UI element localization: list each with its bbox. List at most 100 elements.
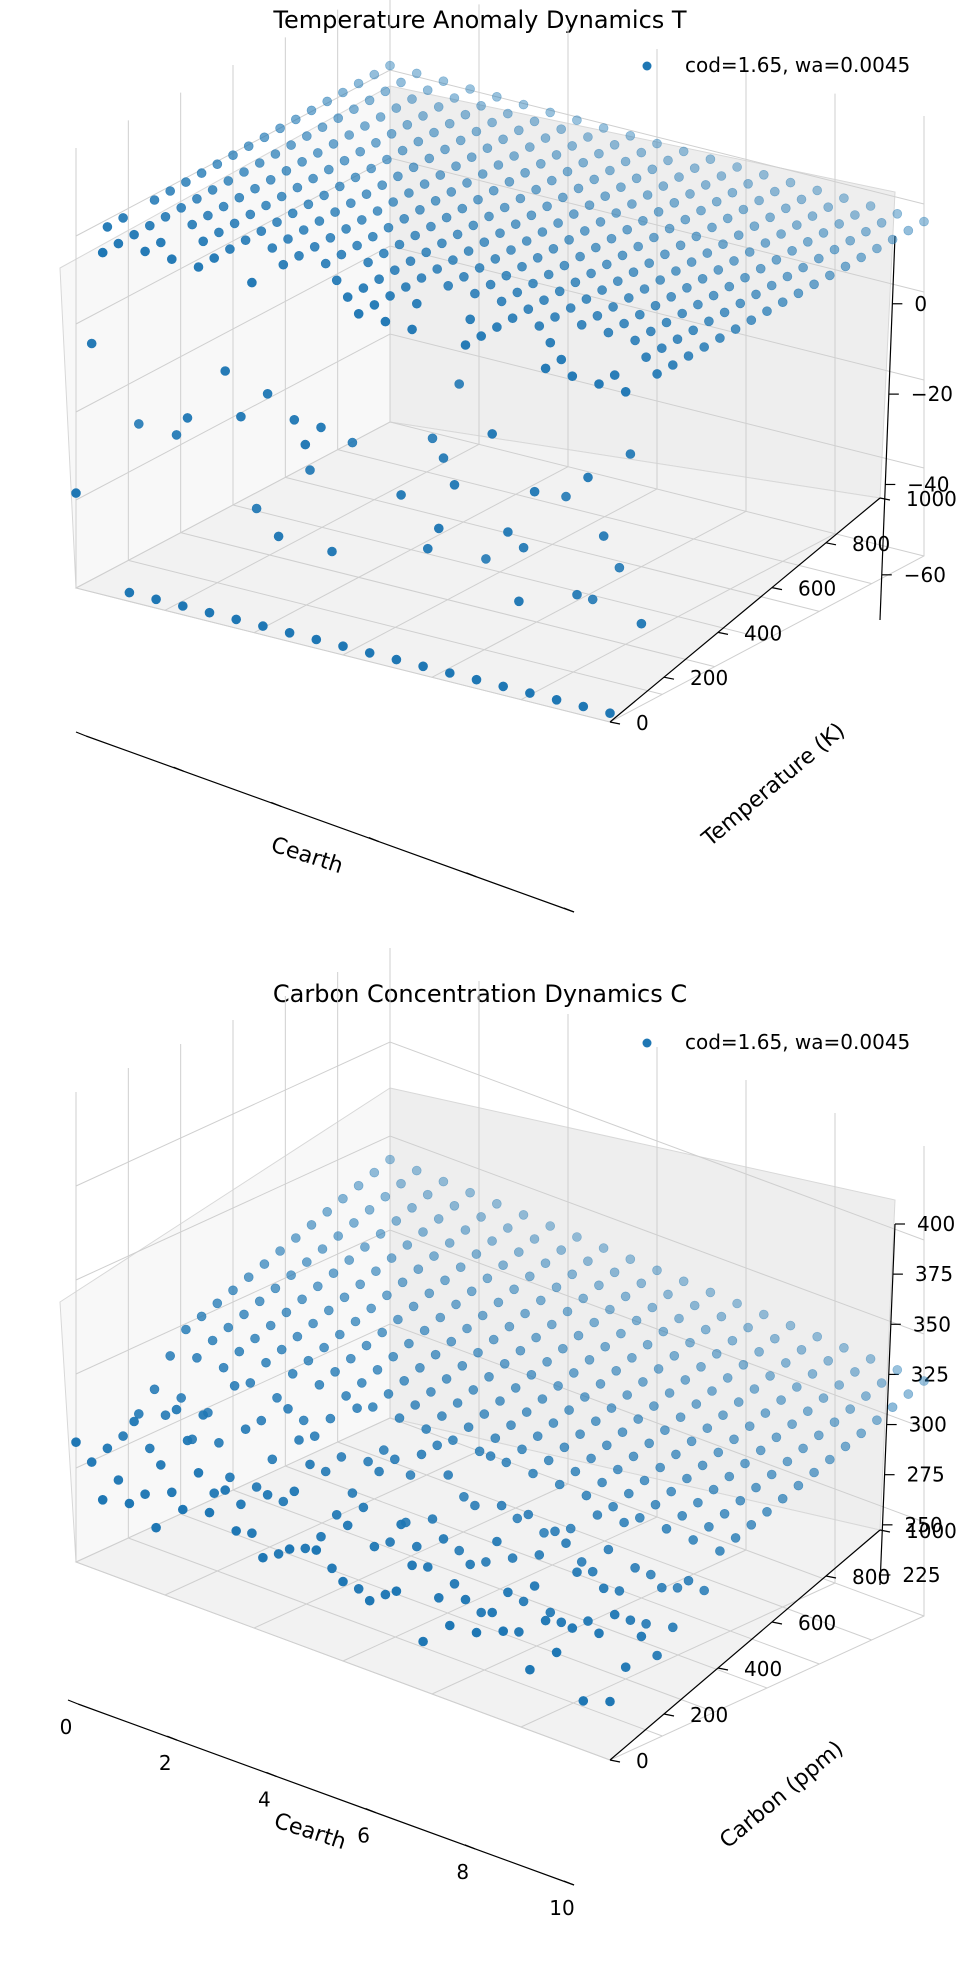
data-point <box>724 1471 735 1482</box>
data-point <box>605 708 615 719</box>
data-point <box>493 160 504 170</box>
data-point <box>617 1427 628 1437</box>
data-point <box>407 1203 417 1213</box>
data-point <box>578 1293 589 1304</box>
data-point <box>247 1528 257 1538</box>
data-point <box>627 1353 637 1363</box>
data-point <box>765 1371 775 1381</box>
data-point <box>598 1243 609 1253</box>
data-point <box>834 1380 845 1390</box>
y-ticks: 0 200 400 600 800 1000 <box>609 487 957 735</box>
data-point <box>740 272 750 283</box>
data-point <box>722 213 733 224</box>
x-tick-label: 8 <box>456 1860 469 1884</box>
data-point <box>118 213 128 223</box>
data-point <box>331 1510 342 1520</box>
data-point <box>785 177 796 188</box>
data-point <box>171 1404 182 1415</box>
data-point <box>182 1435 193 1446</box>
data-point <box>597 1477 607 1488</box>
data-point <box>192 194 202 204</box>
data-point <box>686 1436 697 1447</box>
data-point <box>380 316 391 327</box>
data-point <box>287 1369 298 1379</box>
data-point <box>223 176 234 186</box>
data-point <box>777 1493 788 1504</box>
data-point <box>160 212 171 222</box>
data-point <box>671 1449 681 1460</box>
data-point <box>660 249 670 260</box>
data-point <box>504 177 515 187</box>
data-point <box>693 299 703 310</box>
data-point <box>664 1388 675 1398</box>
data-point <box>608 302 618 312</box>
data-point <box>499 1359 510 1369</box>
data-point <box>102 1443 113 1454</box>
data-point <box>683 351 694 361</box>
data-point <box>229 218 240 229</box>
data-point <box>258 1552 268 1563</box>
data-point <box>256 1415 267 1426</box>
x-axis-label: Cearth <box>271 1808 349 1855</box>
data-point <box>465 1559 476 1570</box>
grid-line <box>75 1135 925 1335</box>
data-point <box>488 1334 499 1345</box>
data-point <box>680 1375 691 1385</box>
data-point <box>765 212 775 223</box>
data-point <box>639 1475 650 1486</box>
data-point <box>449 479 460 490</box>
data-point <box>840 261 851 272</box>
data-point <box>385 1537 395 1547</box>
data-point <box>590 1416 601 1426</box>
data-point <box>270 1283 281 1294</box>
data-point <box>449 93 460 103</box>
data-point <box>614 1586 625 1596</box>
data-point <box>460 340 471 350</box>
data-point <box>298 1415 309 1426</box>
data-point <box>113 238 124 249</box>
data-point <box>542 1357 552 1367</box>
data-point <box>234 1346 245 1357</box>
data-point <box>685 1337 695 1348</box>
data-point <box>581 1490 592 1501</box>
data-point <box>751 289 761 300</box>
data-point <box>623 293 634 303</box>
data-point <box>919 216 929 227</box>
data-point <box>740 1458 750 1469</box>
data-point <box>405 256 416 267</box>
data-point <box>839 1343 849 1353</box>
data-point <box>754 195 764 206</box>
data-point <box>716 1311 727 1322</box>
data-point <box>371 138 381 148</box>
data-point <box>292 182 303 193</box>
data-point <box>650 1499 661 1510</box>
data-point <box>204 607 215 618</box>
grid-line <box>284 37 820 612</box>
data-point <box>594 148 604 159</box>
data-point <box>584 200 595 210</box>
x-tick-mark <box>266 1771 277 1777</box>
data-point <box>427 433 438 444</box>
data-point <box>503 1587 513 1598</box>
data-point <box>203 210 213 221</box>
data-point <box>145 1443 155 1454</box>
data-point <box>272 1393 282 1403</box>
data-point <box>250 1333 260 1344</box>
data-point <box>473 1347 483 1358</box>
data-point <box>452 229 463 240</box>
data-point <box>872 243 882 254</box>
data-point <box>462 178 472 188</box>
data-point <box>812 185 823 196</box>
y-tick-label: 600 <box>798 1611 836 1635</box>
data-point <box>608 1501 618 1512</box>
data-point <box>606 233 617 244</box>
data-point <box>776 1395 786 1405</box>
y-tick-label: 200 <box>690 666 728 690</box>
data-point <box>903 1389 914 1399</box>
data-point <box>490 254 501 264</box>
data-point <box>631 173 642 184</box>
data-point <box>338 1193 348 1204</box>
data-point <box>683 1575 694 1586</box>
data-point <box>396 1178 406 1189</box>
data-point <box>422 1189 433 1200</box>
